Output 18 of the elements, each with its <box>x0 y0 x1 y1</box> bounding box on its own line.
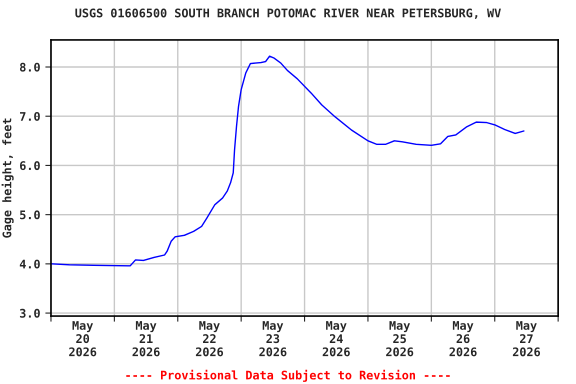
y-tick-label: 3.0 <box>20 308 40 318</box>
text: ---- Provisional Data Subject to Revision ---- <box>126 370 450 382</box>
x-tick-label: May 27 2026 <box>512 321 540 356</box>
y-tick-label: 6.0 <box>20 161 40 170</box>
y-tick-label: 4.0 <box>20 260 40 269</box>
x-tick-label: May 23 2026 <box>259 321 286 356</box>
chart-title: USGS 01606500 SOUTH BRANCH POTOMAC RIVER NEAR PETERSBURG, WV <box>75 8 501 19</box>
x-tick-label: May 24 2026 <box>322 321 350 356</box>
x-tick-label: May 21 2026 <box>132 321 160 356</box>
x-tick-label: May 26 2026 <box>450 321 477 356</box>
y-tick-label: 8.0 <box>20 62 40 72</box>
y-tick-label: 5.0 <box>20 210 40 220</box>
line-series <box>50 55 524 267</box>
x-tick-label: May 20 2026 <box>69 321 96 356</box>
y-axis-title: Gage height, feet <box>2 118 14 238</box>
x-tick-label: May 25 2026 <box>386 321 414 356</box>
x-tick-label: May 22 2026 <box>196 321 224 356</box>
y-tick-label: 7.0 <box>20 112 40 121</box>
